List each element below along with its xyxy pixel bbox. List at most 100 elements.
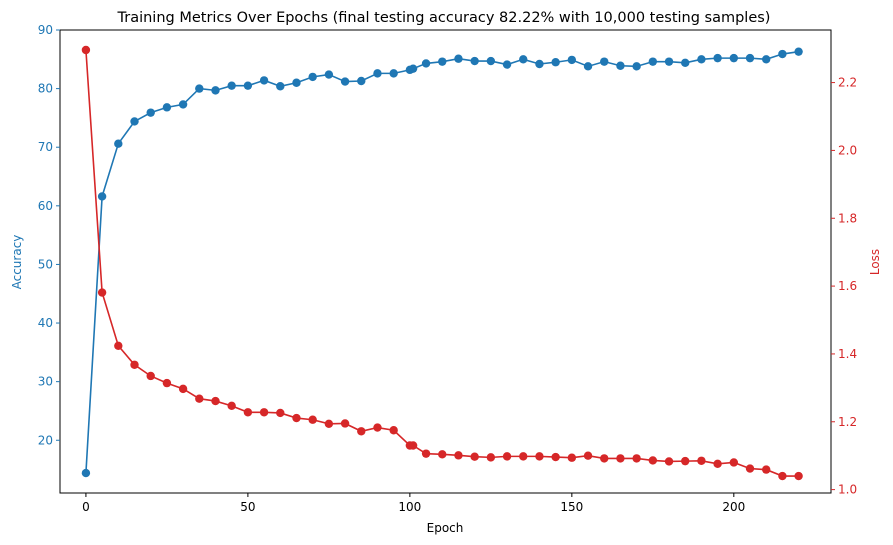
- loss-point: [195, 394, 204, 403]
- loss-point: [292, 413, 301, 423]
- loss-point: [259, 408, 269, 417]
- loss-point: [567, 453, 577, 462]
- accuracy-point: [211, 86, 220, 95]
- loss-point: [162, 378, 172, 388]
- loss-point: [81, 45, 91, 55]
- x-tick-label: 200: [722, 500, 745, 514]
- loss-point: [616, 454, 625, 463]
- y-right-tick-label: 2.0: [838, 143, 857, 157]
- accuracy-point: [421, 59, 431, 68]
- accuracy-point: [195, 84, 204, 93]
- loss-point: [227, 401, 236, 411]
- loss-point: [421, 449, 431, 458]
- y-left-tick-label: 70: [38, 140, 53, 154]
- loss-point: [632, 454, 641, 463]
- x-tick-label: 150: [560, 500, 583, 514]
- loss-point: [243, 408, 253, 417]
- loss-point: [519, 452, 528, 461]
- y-left-tick-label: 60: [38, 199, 53, 213]
- loss-point: [551, 452, 560, 462]
- loss-point: [664, 457, 674, 466]
- loss-point: [178, 384, 188, 394]
- accuracy-point: [567, 55, 577, 65]
- y-left-tick-label: 80: [38, 82, 53, 96]
- x-tick-label: 0: [82, 500, 90, 514]
- accuracy-point: [648, 57, 658, 66]
- loss-point: [600, 454, 609, 463]
- loss-point: [438, 450, 447, 459]
- accuracy-point: [146, 108, 155, 117]
- accuracy-point: [408, 64, 418, 73]
- accuracy-line: [85, 50, 799, 474]
- loss-point: [373, 423, 382, 432]
- accuracy-point: [681, 58, 690, 68]
- chart-title: Training Metrics Over Epochs (final test…: [117, 10, 771, 26]
- loss-point: [729, 458, 739, 467]
- accuracy-point: [600, 57, 609, 66]
- loss-point: [308, 415, 317, 424]
- accuracy-point: [632, 62, 641, 71]
- accuracy-point: [616, 61, 625, 70]
- accuracy-point: [308, 72, 317, 82]
- loss-point: [130, 360, 139, 369]
- accuracy-point: [664, 57, 674, 66]
- loss-point: [408, 441, 418, 450]
- loss-point: [697, 456, 706, 465]
- loss-point: [389, 426, 398, 435]
- accuracy-point: [794, 47, 803, 56]
- loss-point: [470, 452, 479, 461]
- accuracy-point: [438, 57, 447, 66]
- accuracy-point: [130, 117, 139, 126]
- loss-point: [502, 452, 512, 461]
- accuracy-point: [357, 76, 366, 86]
- loss-point: [97, 288, 107, 297]
- x-tick-label: 100: [398, 500, 421, 514]
- accuracy-point: [502, 60, 512, 69]
- accuracy-point: [324, 70, 334, 79]
- accuracy-point: [454, 54, 463, 63]
- accuracy-point: [713, 53, 722, 63]
- plot-layer: 0 50 100 150 200 20 30 40 50 60 70 80 90 1.0 1.2 1.4 1.6…: [38, 23, 857, 514]
- accuracy-point: [583, 62, 593, 71]
- accuracy-point: [178, 100, 188, 109]
- y-right-tick-label: 1.8: [838, 211, 857, 225]
- loss-point: [211, 396, 220, 406]
- accuracy-point: [778, 49, 787, 59]
- accuracy-point: [697, 55, 706, 64]
- y-axis-right-label: Loss: [868, 249, 882, 275]
- accuracy-point: [470, 56, 479, 66]
- loss-line: [85, 49, 799, 477]
- accuracy-point: [389, 69, 398, 78]
- accuracy-point: [114, 139, 123, 148]
- accuracy-point: [551, 58, 560, 67]
- accuracy-point: [340, 77, 350, 86]
- y-left-tick-label: 90: [38, 23, 53, 37]
- accuracy-point: [535, 59, 544, 69]
- accuracy-point: [259, 76, 269, 85]
- loss-point: [276, 408, 285, 418]
- loss-point: [713, 459, 722, 469]
- loss-point: [794, 471, 803, 481]
- accuracy-point: [227, 81, 236, 90]
- loss-point: [146, 371, 155, 381]
- x-tick-label: 50: [240, 500, 255, 514]
- plot-area-frame: [59, 29, 832, 494]
- y-right-tick-label: 1.6: [838, 279, 857, 293]
- accuracy-point: [81, 468, 91, 478]
- loss-point: [745, 464, 755, 473]
- accuracy-point: [243, 81, 253, 90]
- loss-point: [454, 451, 463, 460]
- loss-point: [114, 341, 123, 350]
- loss-point: [648, 456, 658, 465]
- accuracy-point: [762, 55, 771, 64]
- accuracy-point: [97, 192, 107, 201]
- y-right-tick-label: 1.0: [838, 483, 857, 497]
- accuracy-point: [373, 69, 382, 78]
- loss-point: [340, 419, 350, 428]
- accuracy-point: [519, 55, 528, 64]
- accuracy-point: [276, 82, 285, 91]
- loss-point: [778, 471, 787, 481]
- y-right-tick-label: 2.2: [838, 76, 857, 90]
- loss-point: [324, 419, 334, 428]
